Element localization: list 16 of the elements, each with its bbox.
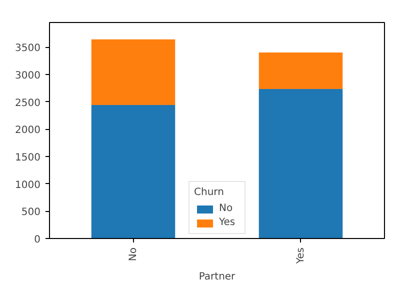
bar <box>91 39 176 106</box>
bar <box>258 89 343 238</box>
legend-title: Churn <box>194 187 225 198</box>
legend-label: No <box>219 203 234 214</box>
y-tick-label: 1500 <box>15 152 41 164</box>
y-tick-label: 3500 <box>15 43 41 54</box>
y-tick-label: 2000 <box>15 125 41 136</box>
bar <box>258 52 343 90</box>
y-tick-label: 0 <box>34 234 41 246</box>
bar <box>91 105 176 238</box>
legend-label: Yes <box>219 217 236 228</box>
y-tick-label: 2500 <box>15 98 41 109</box>
y-tick-label: 1000 <box>15 180 41 191</box>
x-axis-title: Partner <box>198 272 236 283</box>
y-tick-label: 3000 <box>15 70 41 82</box>
y-tick-label: 500 <box>21 207 41 218</box>
